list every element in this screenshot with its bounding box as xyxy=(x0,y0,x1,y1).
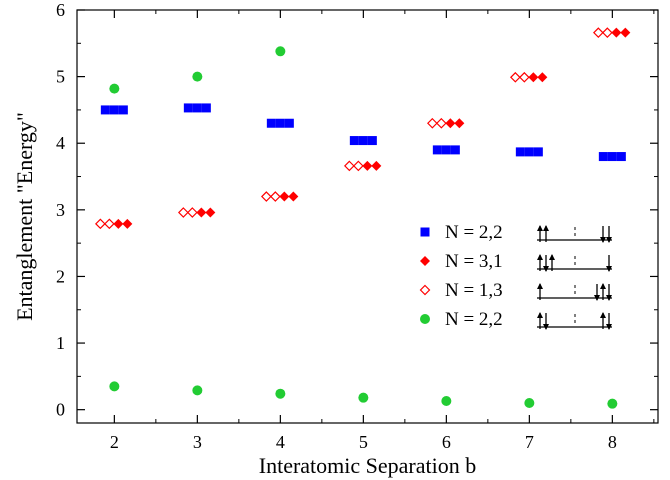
data-point-circle xyxy=(524,398,535,409)
data-point-diamond-open xyxy=(270,191,281,202)
data-point-circle xyxy=(275,388,286,399)
y-tick-label: 1 xyxy=(56,333,65,353)
spin-diagram-icon xyxy=(537,225,612,243)
data-point-square xyxy=(607,152,617,162)
data-point-square xyxy=(284,118,294,128)
data-point-square xyxy=(533,147,543,157)
data-point-square xyxy=(109,105,119,115)
x-tick-label: 5 xyxy=(359,432,368,452)
y-tick-label: 2 xyxy=(56,266,65,286)
data-point-square xyxy=(441,145,451,155)
spin-diagram-icon xyxy=(537,312,612,330)
data-point-diamond-open xyxy=(353,160,364,172)
legend-entry-label: N = 3,1 xyxy=(445,251,503,272)
data-point-square xyxy=(450,145,460,155)
data-point-diamond-filled xyxy=(122,218,133,229)
data-point-diamond-open xyxy=(178,207,189,218)
data-point-diamond-filled xyxy=(279,191,290,202)
data-point-diamond-open xyxy=(344,160,355,172)
data-point-diamond-open xyxy=(427,117,438,129)
data-point-circle xyxy=(109,381,120,392)
data-point-square xyxy=(266,118,276,128)
data-point-square xyxy=(515,147,525,157)
data-point-square xyxy=(358,136,368,146)
data-point-circle xyxy=(192,385,203,396)
legend: N = 2,2 N = 3,1 N = 1,3 N = 2,2 xyxy=(419,222,612,330)
data-point-diamond-open xyxy=(95,218,106,230)
data-point-square xyxy=(100,105,110,115)
y-tick-label: 4 xyxy=(56,133,65,153)
data-point-circle xyxy=(192,71,203,82)
x-tick-label: 6 xyxy=(442,432,451,452)
data-point-square xyxy=(524,147,534,157)
data-point-diamond-open xyxy=(510,71,521,83)
x-tick-label: 2 xyxy=(110,432,119,452)
data-point-diamond-open xyxy=(519,71,530,83)
data-point-diamond-filled xyxy=(454,118,465,129)
y-axis-label: Entanglement "Energy" xyxy=(12,112,37,321)
data-point-square xyxy=(118,105,128,115)
data-point-square xyxy=(349,136,359,146)
data-point-square xyxy=(432,145,442,155)
legend-marker xyxy=(420,256,430,266)
data-point-square xyxy=(183,103,193,113)
y-tick-label: 3 xyxy=(56,200,65,220)
data-point-diamond-filled xyxy=(611,27,622,38)
spin-diagram-icon xyxy=(537,254,612,272)
data-point-diamond-filled xyxy=(371,160,382,171)
x-tick-label: 4 xyxy=(276,432,285,452)
legend-marker xyxy=(420,227,430,237)
data-point-square xyxy=(275,118,285,128)
data-point-square xyxy=(367,136,377,146)
data-point-diamond-filled xyxy=(196,207,207,218)
x-tick-label: 8 xyxy=(608,432,617,452)
data-point-diamond-filled xyxy=(362,160,373,171)
data-point-square xyxy=(192,103,202,113)
data-point-diamond-open xyxy=(104,218,115,230)
data-point-circle xyxy=(275,46,286,57)
data-point-circle xyxy=(441,396,452,407)
data-point-diamond-open xyxy=(261,191,272,202)
y-tick-label: 0 xyxy=(56,400,65,420)
legend-entry-label: N = 1,3 xyxy=(445,280,503,301)
spin-diagram-icon xyxy=(537,283,612,301)
data-point-diamond-filled xyxy=(620,27,631,38)
legend-entry-label: N = 2,2 xyxy=(445,222,503,243)
data-point-circle xyxy=(607,398,618,409)
data-point-square xyxy=(616,152,626,162)
x-tick-label: 7 xyxy=(525,432,534,452)
data-point-square xyxy=(201,103,211,113)
legend-marker xyxy=(419,284,431,296)
data-point-diamond-open xyxy=(436,117,447,129)
data-point-diamond-filled xyxy=(288,191,299,202)
data-point-diamond-open xyxy=(593,27,604,38)
y-tick-label: 6 xyxy=(56,0,65,20)
y-tick-label: 5 xyxy=(56,67,65,87)
legend-entry-label: N = 2,2 xyxy=(445,309,503,330)
data-point-circle xyxy=(109,83,120,94)
data-point-diamond-filled xyxy=(537,72,548,83)
data-point-diamond-filled xyxy=(445,118,456,129)
data-point-square xyxy=(598,152,608,162)
x-axis-label: Interatomic Separation b xyxy=(259,453,476,478)
data-point-diamond-filled xyxy=(205,207,216,218)
data-point-diamond-open xyxy=(602,27,613,38)
data-point-diamond-open xyxy=(187,207,198,218)
data-point-diamond-filled xyxy=(113,218,124,229)
x-tick-label: 3 xyxy=(193,432,202,452)
plot-area-frame xyxy=(76,9,659,424)
legend-marker xyxy=(420,314,430,324)
data-point-diamond-filled xyxy=(528,72,539,83)
data-point-circle xyxy=(358,392,369,403)
